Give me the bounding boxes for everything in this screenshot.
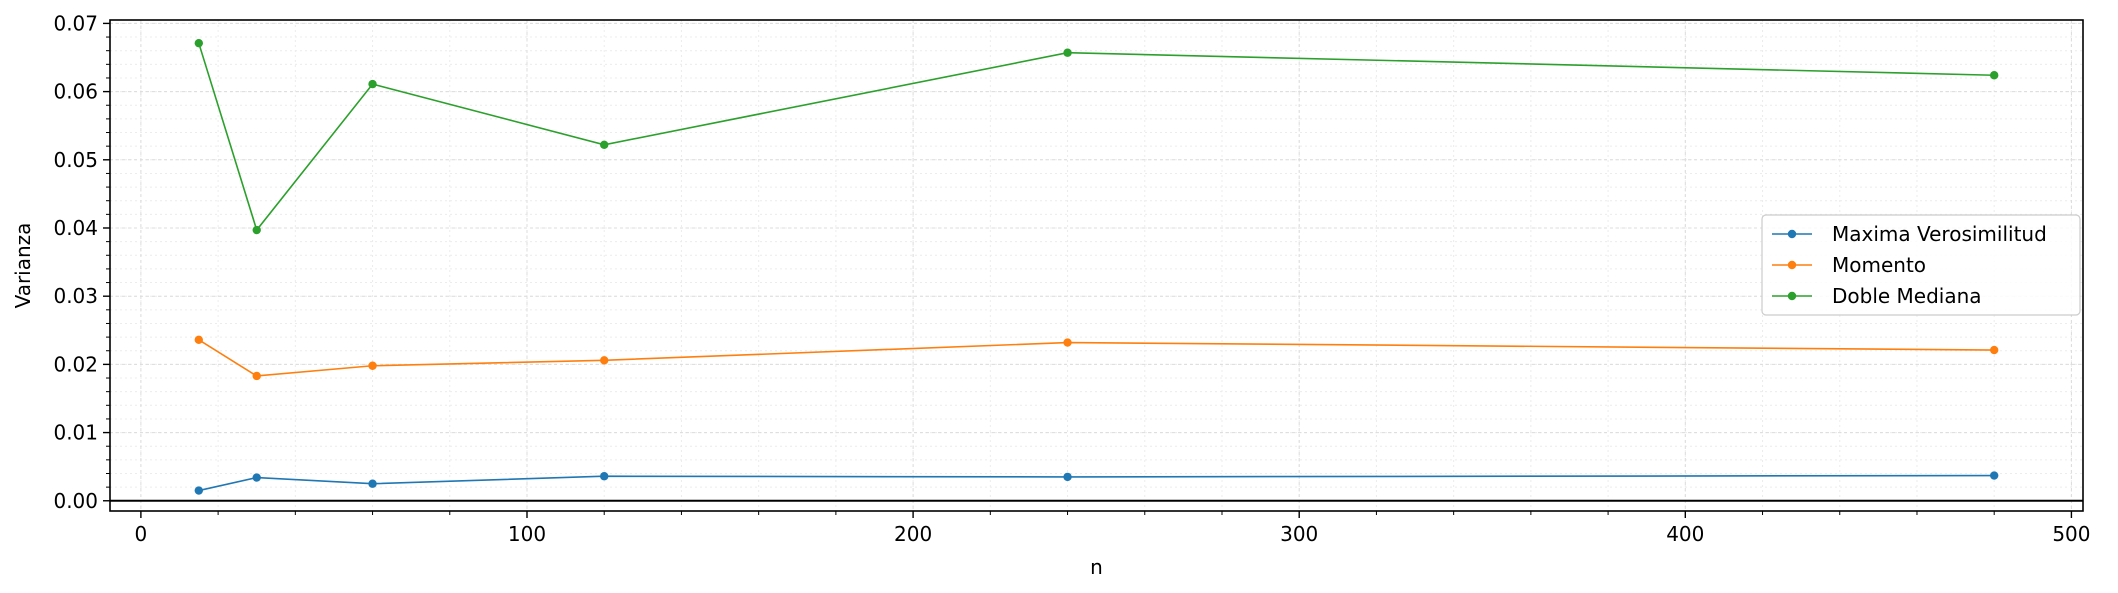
- data-point: [194, 38, 204, 48]
- legend-marker: [1787, 229, 1797, 239]
- y-tick-label: 0.01: [53, 421, 98, 445]
- data-point: [600, 472, 609, 481]
- data-point: [368, 361, 377, 370]
- data-point: [252, 371, 261, 381]
- x-tick-label: 0: [135, 522, 148, 546]
- legend-box: [1761, 214, 2081, 316]
- y-tick-label: 0.06: [53, 80, 98, 104]
- series-group: [194, 38, 1999, 495]
- data-point: [252, 225, 261, 235]
- series-line: [198, 474, 1995, 492]
- data-point: [600, 356, 609, 365]
- legend-item: Momento: [1772, 253, 1926, 277]
- y-tick-label: 0.03: [53, 284, 98, 308]
- x-tick-label: 400: [1666, 522, 1704, 546]
- x-tick-label: 200: [894, 522, 932, 546]
- data-point: [194, 486, 204, 495]
- legend-label: Maxima Verosimilitud: [1832, 222, 2047, 246]
- data-point: [1989, 471, 1999, 480]
- x-tick-label: 100: [508, 522, 546, 546]
- data-point: [1989, 71, 1999, 80]
- y-tick-label: 0.05: [53, 148, 98, 172]
- series-momento: [194, 335, 1999, 381]
- legend-label: Doble Mediana: [1832, 284, 1982, 308]
- series-doble-mediana: [194, 38, 1999, 235]
- legend-label: Momento: [1832, 253, 1926, 277]
- x-tick-label: 500: [2052, 522, 2090, 546]
- series-maxima-verosimilitud: [194, 471, 1999, 495]
- legend-marker: [1787, 260, 1797, 270]
- y-tick-label: 0.04: [53, 216, 98, 240]
- x-tick-label: 300: [1280, 522, 1318, 546]
- legend-item: Doble Mediana: [1772, 284, 1982, 308]
- data-point: [1063, 472, 1072, 482]
- data-point: [368, 79, 377, 89]
- y-tick-label: 0.07: [53, 11, 98, 35]
- legend-marker: [1787, 291, 1797, 301]
- axes: 0 100 200 300 400 500 0.00 0.01 0.02 0.03 0.04 0.05…: [11, 11, 2091, 579]
- y-tick-label: 0.02: [53, 352, 98, 376]
- data-point: [194, 335, 204, 345]
- data-point: [1063, 48, 1072, 57]
- y-tick-label: 0.00: [53, 489, 98, 513]
- data-point: [1063, 338, 1072, 347]
- series-line: [198, 42, 1995, 232]
- series-line: [198, 339, 1995, 377]
- data-point: [1989, 345, 1999, 355]
- y-axis-label: Varianza: [11, 223, 35, 309]
- plot-frame: [109, 19, 2084, 512]
- x-axis-label: n: [1090, 555, 1103, 579]
- legend-item: Maxima Verosimilitud: [1772, 222, 2047, 246]
- legend: Maxima Verosimilitud Momento Doble Mediana: [1761, 214, 2081, 316]
- data-point: [600, 140, 609, 149]
- data-point: [252, 473, 261, 482]
- data-point: [368, 479, 377, 488]
